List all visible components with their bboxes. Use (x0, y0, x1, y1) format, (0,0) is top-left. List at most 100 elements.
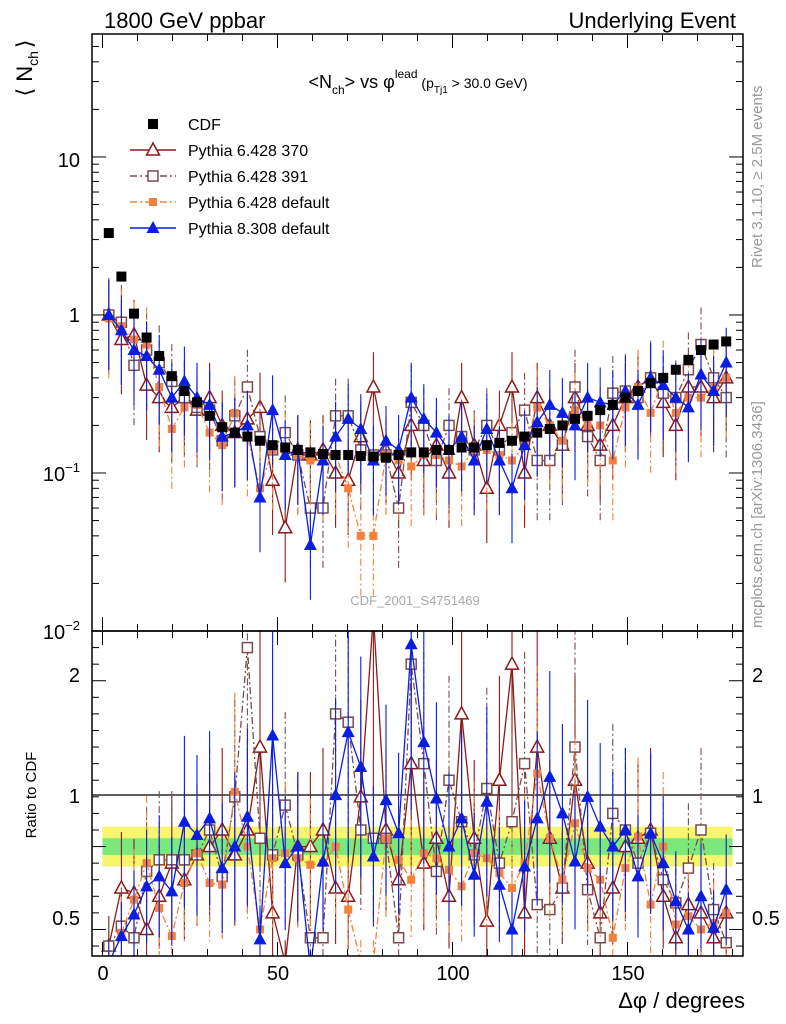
ratio-point (254, 832, 266, 845)
data-point (166, 371, 177, 382)
data-point (431, 444, 442, 455)
ratio-point (682, 862, 695, 874)
ratio-point (152, 869, 166, 882)
ratio-ytick-1-left: 1 (69, 786, 80, 808)
xtick-label-100: 100 (436, 963, 469, 985)
ratio-point (429, 791, 443, 804)
data-point (620, 392, 631, 403)
data-point (355, 451, 366, 462)
ratio-point (417, 735, 431, 748)
ratio-point (695, 824, 707, 836)
ratio-point (215, 861, 229, 874)
data-point (330, 449, 341, 460)
legend-marker (147, 170, 159, 182)
header-left: 1800 GeV ppbar (104, 8, 266, 33)
data-point (544, 423, 555, 434)
data-point (215, 429, 229, 442)
ytick-label-0p1: 10−1 (43, 460, 80, 486)
data-point (306, 456, 315, 465)
legend-item: Pythia 6.428 default (130, 195, 330, 212)
ratio-point (530, 811, 544, 824)
ratio-point (266, 728, 280, 741)
data-point (242, 431, 253, 442)
data-point (658, 372, 669, 383)
header-right: Underlying Event (568, 8, 736, 33)
data-point (467, 453, 481, 466)
data-point (581, 390, 595, 403)
ratio-point (618, 822, 632, 835)
legend-label: Pythia 6.428 391 (188, 169, 308, 186)
main-ylabel: ⟨ Nch⟩ (12, 40, 41, 97)
series-line (108, 317, 727, 537)
legend-marker (149, 198, 157, 206)
plot-title: <Nch> vs φlead (pTj1 > 30.0 GeV) (308, 67, 527, 97)
ratio-point (344, 905, 353, 914)
data-point (140, 348, 154, 361)
ratio-point (508, 884, 516, 893)
analysis-watermark: CDF_2001_S4751469 (350, 593, 479, 608)
legend-label: Pythia 6.428 default (188, 195, 330, 212)
data-point (229, 427, 240, 438)
legend-label: Pythia 8.308 default (188, 221, 330, 238)
ratio-point (631, 869, 645, 882)
ratio-point (453, 705, 470, 720)
ratio-point (404, 637, 418, 650)
ratio-point (581, 789, 595, 802)
data-point (683, 354, 694, 365)
series-line (108, 314, 727, 528)
ratio-point (555, 806, 569, 819)
ratio-point (543, 769, 557, 782)
legend-item: Pythia 6.428 391 (130, 169, 308, 186)
ratio-ytick-2-left: 2 (69, 665, 80, 687)
ytick-label-1: 1 (69, 305, 80, 327)
ratio-ytick-0p5-left: 0.5 (52, 908, 80, 930)
data-point (177, 374, 191, 387)
data-point (102, 307, 116, 320)
data-point (103, 228, 114, 239)
xlabel: Δφ / degrees (618, 988, 745, 1013)
ratio-point (306, 860, 315, 869)
data-point (557, 420, 568, 431)
ratio-point (367, 607, 380, 619)
data-point (707, 384, 721, 397)
ratio-line (108, 631, 727, 956)
data-point (505, 481, 519, 494)
data-point (217, 422, 228, 433)
data-point (519, 431, 530, 442)
xtick-label-50: 50 (267, 963, 289, 985)
data-point (267, 440, 278, 451)
ratio-point (480, 794, 494, 807)
ratio-panel-frame (91, 630, 744, 957)
legend-marker (145, 141, 161, 156)
ytick-label-0p01: 10−2 (43, 618, 80, 644)
data-point (406, 447, 417, 458)
ratio-point (203, 811, 217, 824)
data-point (721, 336, 732, 347)
data-point (277, 519, 293, 534)
ratio-point (241, 641, 254, 654)
ratio-line (111, 773, 727, 956)
data-point (129, 308, 139, 319)
series-0 (103, 228, 732, 463)
ratio-point (518, 757, 531, 770)
data-point (154, 350, 165, 361)
data-point (481, 440, 492, 451)
data-point (681, 400, 695, 413)
data-point (456, 442, 467, 453)
data-point (555, 405, 569, 418)
data-point (354, 421, 368, 434)
data-point (241, 381, 254, 393)
ratio-point (278, 856, 292, 869)
ratio-line (111, 644, 727, 956)
data-point (507, 435, 517, 446)
ratio-point (177, 814, 191, 827)
legend-label: Pythia 6.428 370 (188, 143, 308, 160)
data-point (365, 378, 382, 393)
data-point (444, 444, 454, 455)
xtick-label-150: 150 (611, 963, 644, 985)
ratio-point (656, 856, 670, 869)
ratio-point (594, 932, 606, 944)
ratio-point (190, 827, 204, 840)
data-point (494, 437, 505, 448)
